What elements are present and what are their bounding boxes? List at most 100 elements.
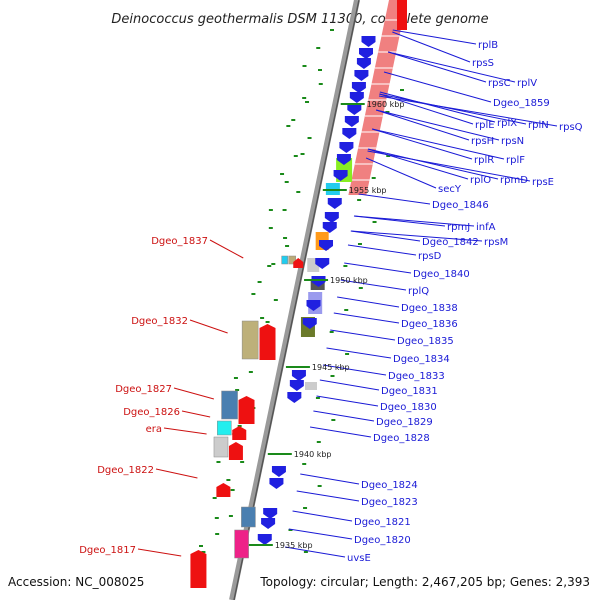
gene-label-right[interactable]: rpsQ xyxy=(559,122,583,133)
leader-line xyxy=(326,347,392,359)
kbp-label: 1935 kbp xyxy=(275,541,313,550)
gene-label-right[interactable]: rpsC xyxy=(488,78,511,89)
gene-label-right[interactable]: Dgeo_1835 xyxy=(397,336,454,347)
leader-line xyxy=(300,473,360,485)
gene-block xyxy=(221,390,238,420)
gene-label-right[interactable]: Dgeo_1842 xyxy=(422,237,479,248)
gene-label-right[interactable]: Dgeo_1840 xyxy=(413,269,470,280)
gene-label-right[interactable]: rplR xyxy=(474,155,494,166)
gene-blue-arrow xyxy=(306,300,321,311)
gene-block xyxy=(234,529,249,559)
leader-line xyxy=(379,93,527,125)
gene-label-right[interactable]: rpsE xyxy=(532,177,554,188)
leader-line xyxy=(378,95,558,127)
gene-blue-arrow xyxy=(336,154,351,165)
gene-label-right[interactable]: infA xyxy=(476,222,496,233)
gene-blue-arrow xyxy=(354,70,369,81)
gene-label-left[interactable]: Dgeo_1817 xyxy=(79,545,136,556)
kbp-label: 1950 kbp xyxy=(330,276,368,285)
gene-blue-arrow xyxy=(302,318,317,329)
gene-label-right[interactable]: Dgeo_1846 xyxy=(432,200,489,211)
gene-label-right[interactable]: rplF xyxy=(506,155,525,166)
leader-line xyxy=(309,426,372,438)
leader-line xyxy=(392,31,471,63)
gene-label-right[interactable]: Dgeo_1859 xyxy=(493,98,550,109)
leader-line xyxy=(347,244,417,256)
gene-label-right[interactable]: secY xyxy=(438,184,462,195)
gene-label-left[interactable]: Dgeo_1826 xyxy=(123,407,180,418)
gene-label-right[interactable]: rplO xyxy=(470,175,491,186)
gene-label-right[interactable]: rplB xyxy=(478,40,498,51)
gene-label-right[interactable]: rplN xyxy=(528,120,549,131)
gene-label-right[interactable]: rpmJ xyxy=(447,222,470,233)
leader-line xyxy=(388,51,516,83)
leader-line xyxy=(209,239,244,259)
gene-block xyxy=(217,420,232,436)
gene-label-right[interactable]: Dgeo_1831 xyxy=(381,386,438,397)
gene-label-right[interactable]: Dgeo_1823 xyxy=(361,497,418,508)
gene-blue-arrow xyxy=(361,36,376,47)
leader-line xyxy=(284,546,346,558)
gene-label-right[interactable]: Dgeo_1834 xyxy=(393,354,450,365)
kbp-label: 1940 kbp xyxy=(294,450,332,459)
gene-blue-arrow xyxy=(287,392,302,403)
gene-block xyxy=(241,320,259,360)
leader-line xyxy=(316,395,379,407)
leader-line xyxy=(372,128,505,160)
gene-blue-arrow xyxy=(271,466,286,477)
gene-label-right[interactable]: Dgeo_1824 xyxy=(361,480,418,491)
gene-blue-arrow xyxy=(263,508,278,519)
gene-blue-arrow xyxy=(339,142,354,153)
gene-blue-arrow xyxy=(324,212,339,223)
gene-label-left[interactable]: Dgeo_1832 xyxy=(131,316,188,327)
leader-line xyxy=(344,262,412,274)
leader-line xyxy=(155,468,198,479)
gene-label-right[interactable]: rplQ xyxy=(408,286,429,297)
gene-label-right[interactable]: Dgeo_1821 xyxy=(354,517,411,528)
gene-label-left[interactable]: Dgeo_1827 xyxy=(115,384,172,395)
gene-label-right[interactable]: rplE xyxy=(475,120,495,131)
gene-labels: rplB rpsS rpsC rplV Dgeo_1859 rplE rplX rplN rps… xyxy=(79,40,582,564)
leader-line xyxy=(383,71,492,103)
gene-label-right[interactable]: rplV xyxy=(517,78,537,89)
leader-line xyxy=(137,548,182,557)
gene-label-right[interactable]: Dgeo_1829 xyxy=(376,417,433,428)
gene-label-right[interactable]: rplX xyxy=(497,118,517,129)
gene-blue-arrow xyxy=(347,104,362,115)
gene-blue-arrow xyxy=(359,48,374,59)
gene-label-right[interactable]: rpsS xyxy=(472,58,494,69)
leader-line xyxy=(288,528,353,540)
gene-blue-arrow xyxy=(327,198,342,209)
gene-label-right[interactable]: rpsH xyxy=(471,136,494,147)
genome-backbone xyxy=(229,0,360,600)
gene-label-right[interactable]: rpsD xyxy=(418,251,442,262)
gene-label-right[interactable]: Dgeo_1830 xyxy=(380,402,437,413)
gene-label-right[interactable]: Dgeo_1833 xyxy=(388,371,445,382)
leader-line xyxy=(367,150,531,182)
gene-red-arrow xyxy=(259,324,276,360)
leader-line xyxy=(350,230,421,242)
gene-label-left[interactable]: Dgeo_1822 xyxy=(97,465,154,476)
gene-label-right[interactable]: Dgeo_1828 xyxy=(373,433,430,444)
gene-block xyxy=(281,255,288,265)
leader-line xyxy=(163,427,207,435)
gene-features xyxy=(190,0,407,588)
gene-blue-arrow xyxy=(315,258,330,269)
gene-block xyxy=(241,506,256,528)
gene-label-right[interactable]: rpsM xyxy=(484,237,508,248)
gene-red-arrow xyxy=(228,442,243,460)
gene-label-right[interactable]: rpsN xyxy=(501,136,524,147)
gene-blue-arrow xyxy=(333,170,348,181)
gene-label-right[interactable]: rpmD xyxy=(500,175,528,186)
gene-red-top xyxy=(397,0,407,30)
gene-blue-arrow xyxy=(351,82,366,93)
gene-block xyxy=(213,436,229,458)
gene-label-right[interactable]: uvsE xyxy=(347,553,371,564)
gene-label-right[interactable]: Dgeo_1820 xyxy=(354,535,411,546)
gene-label-right[interactable]: Dgeo_1836 xyxy=(401,319,458,330)
map-title: Deinococcus geothermalis DSM 11300, comp… xyxy=(111,12,488,27)
gene-label-left[interactable]: era xyxy=(146,424,162,435)
leader-line xyxy=(296,490,360,502)
gene-label-right[interactable]: Dgeo_1838 xyxy=(401,303,458,314)
gene-label-left[interactable]: Dgeo_1837 xyxy=(151,236,208,247)
